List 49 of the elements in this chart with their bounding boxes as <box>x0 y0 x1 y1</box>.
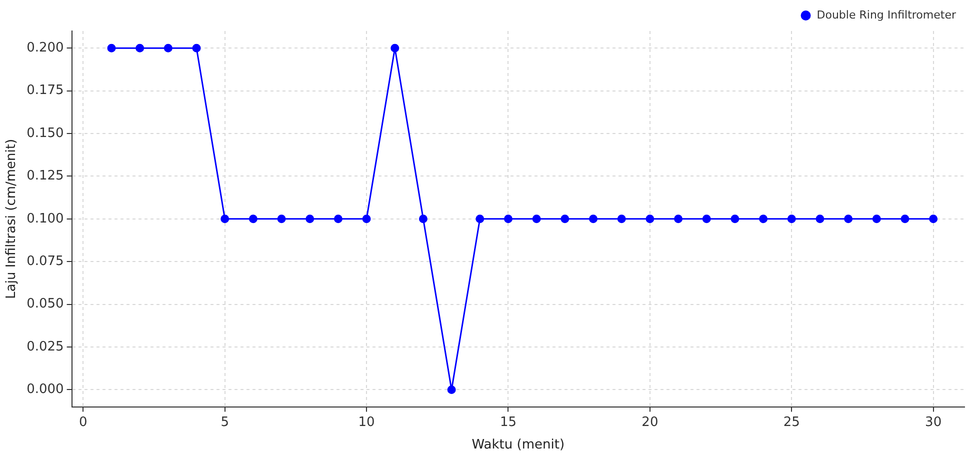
legend-label: Double Ring Infiltrometer <box>816 8 956 22</box>
point <box>844 214 853 224</box>
point <box>617 214 626 224</box>
y-axis-title: Laju Infiltrasi (cm/menit) <box>4 138 20 299</box>
x-tick-label: 15 <box>500 414 517 430</box>
y-tick-label: 0.175 <box>26 83 64 98</box>
point <box>504 214 512 224</box>
point <box>646 214 654 224</box>
y-tick-label: 0.025 <box>26 339 64 354</box>
point <box>192 44 201 52</box>
y-tick-label: 0.000 <box>26 382 64 398</box>
point <box>560 214 570 224</box>
point <box>787 214 796 224</box>
point <box>390 44 400 52</box>
point <box>447 385 456 394</box>
x-tick-label: 10 <box>358 414 375 430</box>
point <box>306 214 314 224</box>
x-axis-title: Waktu (menit) <box>472 438 565 453</box>
point <box>929 214 938 224</box>
point <box>220 214 230 224</box>
point <box>730 214 740 224</box>
point <box>532 214 541 224</box>
point <box>816 214 824 224</box>
point <box>476 214 484 224</box>
point <box>334 214 342 224</box>
x-tick-label: 20 <box>642 414 658 430</box>
point <box>107 44 116 52</box>
point <box>418 214 428 224</box>
point <box>702 214 711 224</box>
point <box>362 214 371 224</box>
point <box>136 44 144 52</box>
y-tick-label: 0.100 <box>26 211 64 226</box>
point <box>164 44 172 52</box>
y-tick-label: 0.150 <box>26 126 64 141</box>
y-tick-label: 0.125 <box>26 168 64 184</box>
y-tick-label: 0.200 <box>26 40 64 56</box>
y-tick-label: 0.075 <box>26 254 64 269</box>
x-tick-label: 0 <box>79 414 88 430</box>
point <box>248 214 258 224</box>
point <box>759 214 768 224</box>
x-tick-label: 25 <box>783 414 800 430</box>
point <box>900 214 910 224</box>
y-tick-label: 0.050 <box>26 296 64 312</box>
point <box>277 214 286 224</box>
x-tick-label: 30 <box>925 414 942 430</box>
point <box>589 214 598 224</box>
point <box>674 214 683 224</box>
point <box>872 214 881 224</box>
x-tick-label: 5 <box>220 414 229 430</box>
